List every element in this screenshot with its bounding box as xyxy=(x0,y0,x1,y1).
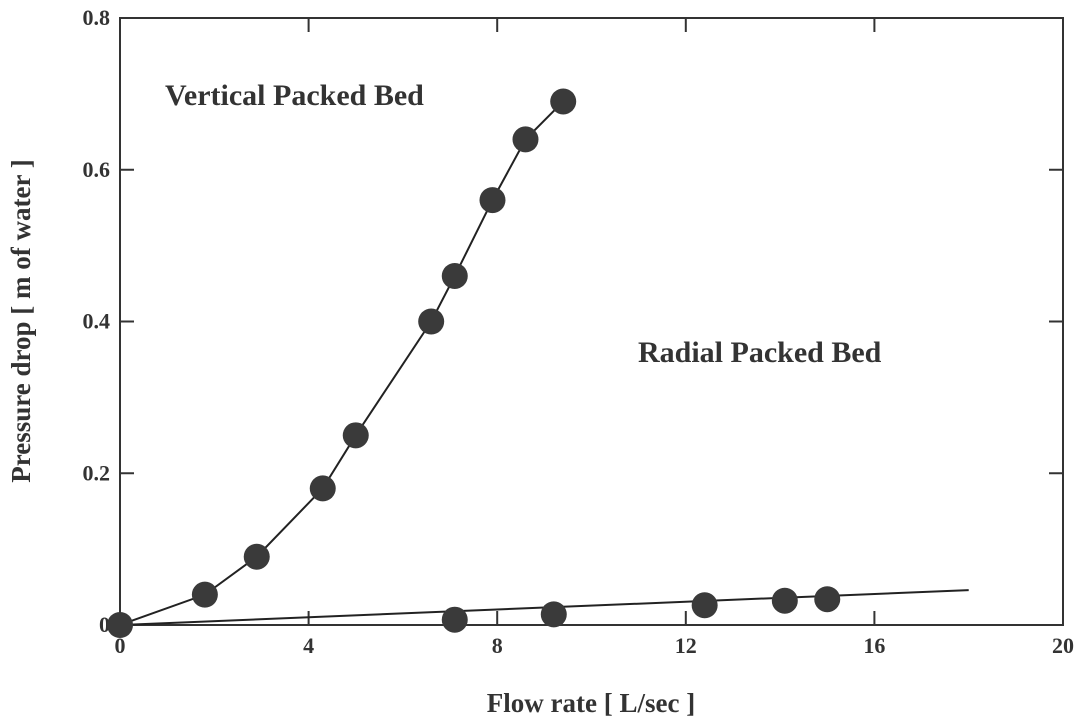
data-point xyxy=(691,592,718,619)
x-tick-label: 4 xyxy=(303,633,314,658)
data-point xyxy=(771,587,798,614)
fit-line xyxy=(119,100,564,626)
x-axis-title: Flow rate [ L/sec ] xyxy=(487,688,695,718)
y-tick-label: 0.4 xyxy=(83,309,111,334)
data-point xyxy=(191,581,218,608)
data-point xyxy=(418,308,445,335)
data-point xyxy=(107,612,133,638)
y-axis-title: Pressure drop [ m of water ] xyxy=(6,159,36,482)
data-point xyxy=(550,88,577,115)
data-point xyxy=(814,586,841,613)
y-tick-label: 0.6 xyxy=(83,157,111,182)
data-point xyxy=(243,543,270,570)
x-tick-label: 16 xyxy=(863,633,885,658)
y-tick-label: 0 xyxy=(99,612,110,637)
data-point xyxy=(441,606,468,633)
data-point xyxy=(479,187,506,214)
data-point xyxy=(309,475,336,502)
y-tick-label: 0.2 xyxy=(83,460,111,485)
data-point xyxy=(342,422,369,449)
x-tick-label: 8 xyxy=(492,633,503,658)
x-tick-label: 12 xyxy=(675,633,697,658)
x-tick-label: 0 xyxy=(115,633,126,658)
annotation: Vertical Packed Bed xyxy=(165,79,424,112)
data-point xyxy=(512,126,539,153)
data-point xyxy=(441,262,468,289)
x-tick-label: 20 xyxy=(1052,633,1074,658)
y-tick-label: 0.8 xyxy=(83,5,111,30)
data-point xyxy=(540,601,567,628)
annotation: Radial Packed Bed xyxy=(638,336,882,369)
